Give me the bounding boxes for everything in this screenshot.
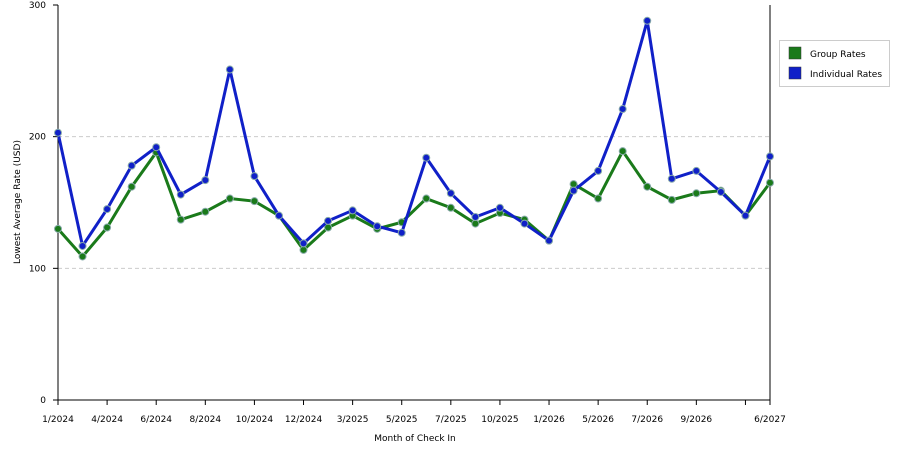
data-point xyxy=(446,203,455,212)
data-point xyxy=(201,207,210,216)
data-point xyxy=(594,194,603,203)
data-point xyxy=(103,205,112,214)
y-tick-label: 200 xyxy=(29,133,46,143)
series-line xyxy=(56,20,772,250)
series-line xyxy=(56,148,772,259)
x-tick-label: 10/2025 xyxy=(481,415,518,425)
data-point xyxy=(250,197,259,206)
data-point xyxy=(618,105,627,114)
data-point xyxy=(176,215,185,224)
x-tick-label: 8/2024 xyxy=(189,415,221,425)
data-point xyxy=(54,128,62,137)
x-tick-label: 1/2024 xyxy=(42,415,74,425)
data-point xyxy=(471,212,480,221)
data-point xyxy=(667,195,676,204)
x-tick-label: 4/2024 xyxy=(91,415,123,425)
data-point xyxy=(716,187,725,196)
data-point xyxy=(274,211,283,220)
x-tick-label: 1/2026 xyxy=(533,415,565,425)
data-point xyxy=(692,166,701,175)
data-point xyxy=(446,189,455,198)
data-point xyxy=(618,147,627,156)
y-tick-label: 100 xyxy=(29,264,46,274)
data-point xyxy=(471,219,480,228)
data-point xyxy=(422,194,431,203)
data-point xyxy=(495,203,504,212)
data-point xyxy=(152,143,161,152)
data-point xyxy=(201,176,210,185)
data-point xyxy=(78,252,87,261)
x-tick-label: 10/2024 xyxy=(236,415,274,425)
data-point xyxy=(545,236,554,245)
data-point xyxy=(225,65,234,74)
data-point xyxy=(692,189,701,198)
data-point xyxy=(225,194,234,203)
x-tick-label: 6/2024 xyxy=(140,415,172,425)
data-point xyxy=(766,152,774,161)
x-tick-label: 9/2026 xyxy=(681,415,713,425)
data-point xyxy=(643,182,652,191)
data-point xyxy=(103,223,112,232)
legend-swatch xyxy=(788,46,802,60)
x-tick-label: 3/2025 xyxy=(337,415,369,425)
data-point xyxy=(250,172,259,181)
x-tick-label: 7/2026 xyxy=(631,415,663,425)
data-point xyxy=(127,161,136,170)
x-tick-label: 12/2024 xyxy=(285,415,323,425)
data-point xyxy=(373,222,382,231)
data-point xyxy=(643,16,652,25)
legend-swatch xyxy=(788,66,802,80)
y-axis-title: Lowest Average Rate (USD) xyxy=(13,140,23,264)
data-point xyxy=(348,206,357,215)
y-tick-label: 0 xyxy=(40,396,46,406)
data-point xyxy=(127,182,136,191)
data-point xyxy=(766,178,774,187)
data-point xyxy=(54,224,62,233)
legend-label: Group Rates xyxy=(810,50,866,60)
x-tick-label: 7/2025 xyxy=(435,415,467,425)
x-axis-title: Month of Check In xyxy=(374,434,456,444)
data-point xyxy=(667,174,676,183)
data-point xyxy=(569,186,578,195)
x-tick-label: 5/2026 xyxy=(582,415,614,425)
data-point xyxy=(741,211,750,220)
data-point xyxy=(78,241,87,250)
data-point xyxy=(520,219,529,228)
y-tick-label: 300 xyxy=(29,1,46,11)
x-tick-label: 5/2025 xyxy=(386,415,418,425)
x-tick-label: 6/2027 xyxy=(754,415,786,425)
data-point xyxy=(176,190,185,199)
data-point xyxy=(569,180,578,189)
data-point xyxy=(422,153,431,162)
data-point xyxy=(397,228,406,237)
data-point xyxy=(299,239,308,248)
data-point xyxy=(594,166,603,175)
legend-label: Individual Rates xyxy=(810,70,882,80)
data-point xyxy=(299,245,308,254)
data-point xyxy=(324,216,333,225)
